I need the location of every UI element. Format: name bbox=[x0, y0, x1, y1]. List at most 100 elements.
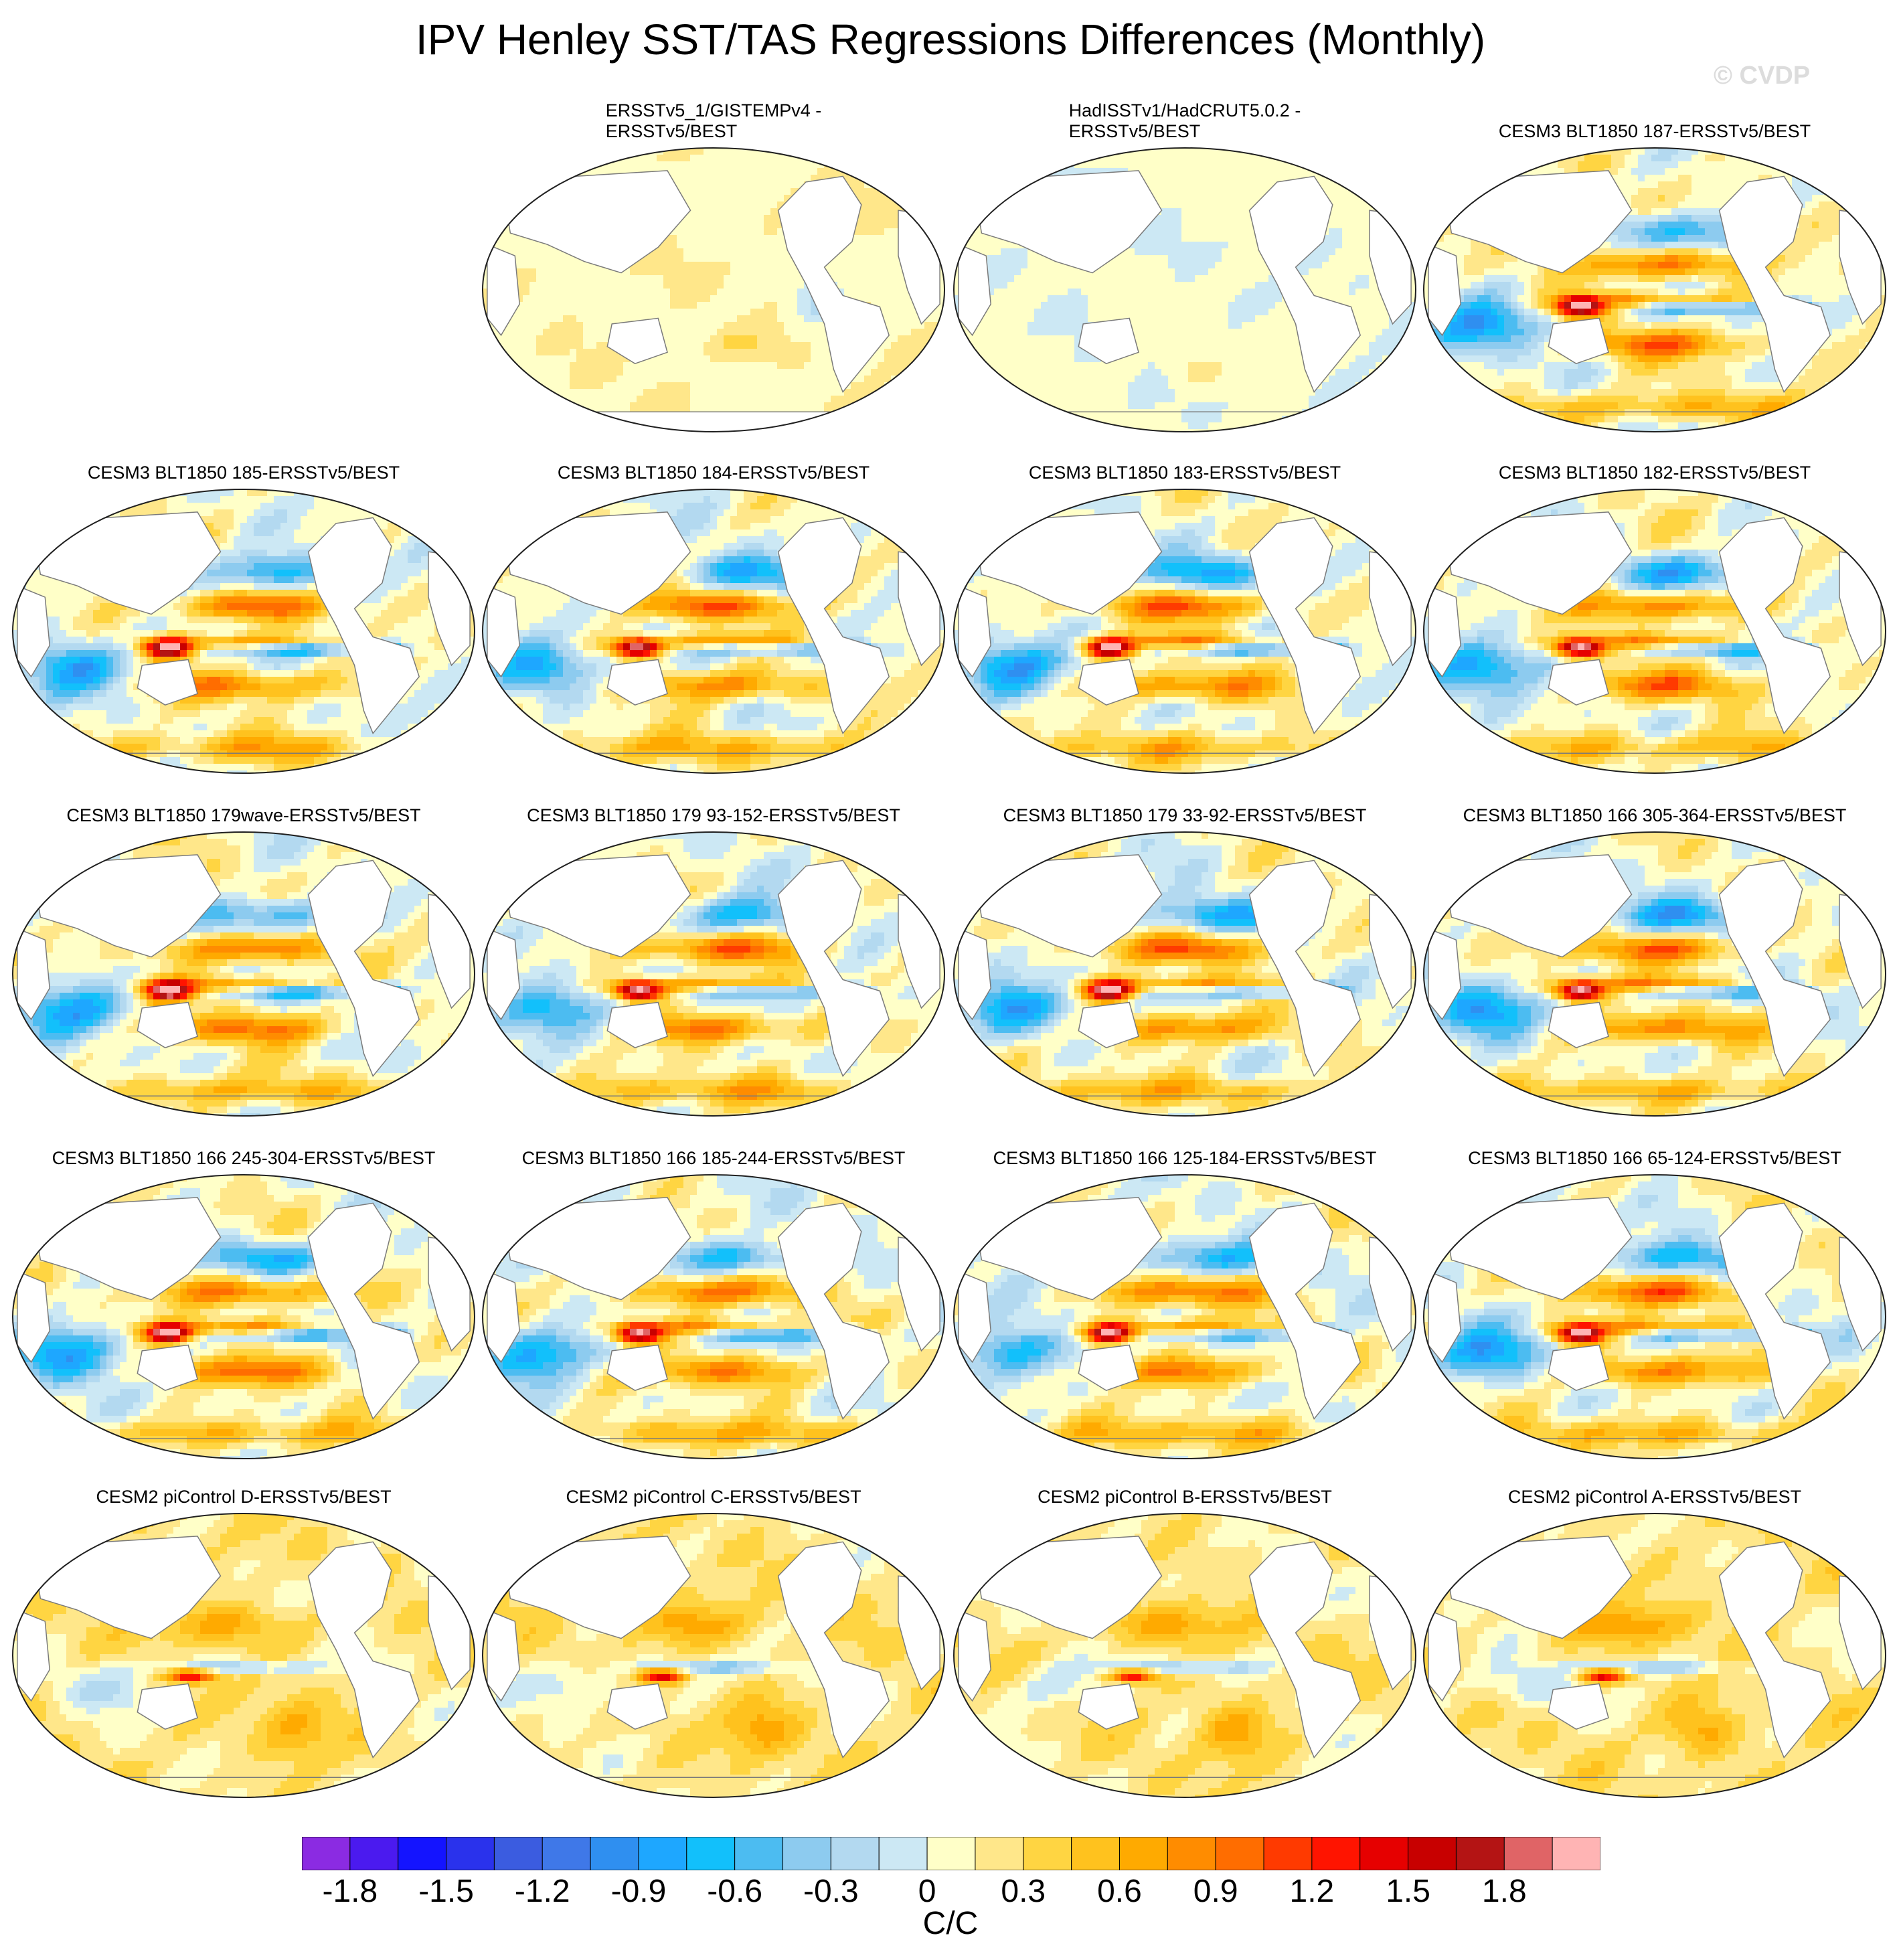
coastline bbox=[307, 1202, 420, 1420]
coastline bbox=[606, 317, 668, 365]
colorbar-swatch bbox=[590, 1836, 639, 1871]
robinson-map bbox=[953, 489, 1416, 774]
colorbar-swatch bbox=[1215, 1836, 1264, 1871]
colorbar-tick-label: -0.9 bbox=[592, 1873, 685, 1910]
map-panel-p17: CESM2 piControl C-ERSSTv5/BEST bbox=[479, 1466, 948, 1801]
coastline bbox=[958, 1271, 991, 1364]
panel-title-text: CESM3 BLT1850 166 185-244-ERSSTv5/BEST bbox=[522, 1148, 906, 1169]
map-area bbox=[9, 487, 478, 775]
colorbar-swatch bbox=[493, 1836, 543, 1871]
robinson-map bbox=[482, 489, 945, 774]
map-border bbox=[953, 489, 1416, 774]
coastline bbox=[1428, 1609, 1461, 1702]
coastline bbox=[505, 854, 691, 958]
panel-title-text: CESM3 BLT1850 179 93-152-ERSSTv5/BEST bbox=[527, 805, 900, 826]
map-panel-p09: CESM3 BLT1850 179 93-152-ERSSTv5/BEST bbox=[479, 785, 948, 1119]
coastline bbox=[1718, 175, 1831, 394]
robinson-map bbox=[953, 1174, 1416, 1459]
panel-title: CESM3 BLT1850 185-ERSSTv5/BEST bbox=[9, 442, 478, 483]
map-border bbox=[1423, 831, 1886, 1117]
coastline bbox=[976, 854, 1163, 958]
colorbar-tick-label: 0.6 bbox=[1072, 1873, 1166, 1910]
panel-title: CESM3 BLT1850 166 245-304-ERSSTv5/BEST bbox=[9, 1127, 478, 1169]
colorbar-tick-label: 1.2 bbox=[1265, 1873, 1359, 1910]
map-panel-p18: CESM2 piControl B-ERSSTv5/BEST bbox=[951, 1466, 1419, 1801]
colorbar-tick-label: -1.2 bbox=[495, 1873, 589, 1910]
colorbar-swatches bbox=[301, 1836, 1601, 1871]
coastline bbox=[976, 1197, 1163, 1301]
colorbar-swatch bbox=[1503, 1836, 1553, 1871]
map-border bbox=[1423, 147, 1886, 432]
map-border bbox=[1423, 1513, 1886, 1798]
map-border bbox=[482, 1513, 945, 1798]
coastline bbox=[958, 928, 991, 1021]
map-panel-p16: CESM2 piControl D-ERSSTv5/BEST bbox=[9, 1466, 478, 1801]
coastline bbox=[606, 1683, 668, 1730]
robinson-map bbox=[12, 1174, 475, 1459]
robinson-map bbox=[1423, 147, 1886, 432]
coastline bbox=[1718, 1202, 1831, 1420]
robinson-map bbox=[12, 489, 475, 774]
colorbar-swatch bbox=[1552, 1836, 1601, 1871]
coastline bbox=[17, 928, 50, 1021]
panel-title: CESM3 BLT1850 184-ERSSTv5/BEST bbox=[479, 442, 948, 483]
coastline bbox=[17, 1609, 50, 1702]
coastline bbox=[17, 1271, 50, 1364]
map-border bbox=[482, 831, 945, 1117]
coastline bbox=[35, 1197, 222, 1301]
colorbar-swatch bbox=[1408, 1836, 1457, 1871]
panel-title-text: HadISSTv1/HadCRUT5.0.2 - ERSSTv5/BEST bbox=[1069, 100, 1301, 142]
panel-title-text: CESM3 BLT1850 183-ERSSTv5/BEST bbox=[1029, 463, 1341, 483]
coastline bbox=[1548, 1344, 1609, 1392]
map-area bbox=[9, 830, 478, 1118]
map-area bbox=[9, 1512, 478, 1799]
map-border bbox=[482, 489, 945, 774]
coastline bbox=[1248, 1202, 1361, 1420]
robinson-map bbox=[1423, 489, 1886, 774]
colorbar-swatch bbox=[1023, 1836, 1072, 1871]
coastline bbox=[1446, 1197, 1633, 1301]
coastline bbox=[1548, 317, 1609, 365]
panel-title: CESM2 piControl A-ERSSTv5/BEST bbox=[1420, 1466, 1889, 1507]
panel-title-text: CESM3 BLT1850 166 65-124-ERSSTv5/BEST bbox=[1468, 1148, 1841, 1169]
panel-title: ERSSTv5_1/GISTEMPv4 - ERSSTv5/BEST bbox=[479, 100, 948, 142]
map-border bbox=[482, 1174, 945, 1459]
panel-title-text: CESM2 piControl A-ERSSTv5/BEST bbox=[1508, 1487, 1801, 1507]
map-border bbox=[1423, 489, 1886, 774]
coastline bbox=[777, 860, 890, 1078]
coastline bbox=[1078, 1683, 1139, 1730]
colorbar-swatch bbox=[1359, 1836, 1409, 1871]
map-border bbox=[953, 1513, 1416, 1798]
map-area bbox=[1420, 146, 1889, 434]
map-border bbox=[1423, 1174, 1886, 1459]
coastline bbox=[1428, 1271, 1461, 1364]
panel-title-text: CESM3 BLT1850 187-ERSSTv5/BEST bbox=[1499, 121, 1811, 142]
robinson-map bbox=[953, 831, 1416, 1117]
coastline bbox=[487, 928, 520, 1021]
map-panel-p08: CESM3 BLT1850 179wave-ERSSTv5/BEST bbox=[9, 785, 478, 1119]
map-panel-p05: CESM3 BLT1850 184-ERSSTv5/BEST bbox=[479, 442, 948, 777]
coastline bbox=[35, 854, 222, 958]
map-border bbox=[953, 147, 1416, 432]
coastline bbox=[35, 511, 222, 615]
colorbar-swatch bbox=[1311, 1836, 1361, 1871]
figure-title: IPV Henley SST/TAS Regressions Differenc… bbox=[0, 9, 1901, 70]
robinson-map bbox=[1423, 1513, 1886, 1798]
robinson-map bbox=[12, 1513, 475, 1798]
map-panel-p02: HadISSTv1/HadCRUT5.0.2 - ERSSTv5/BEST bbox=[951, 100, 1419, 435]
coastline bbox=[1718, 1541, 1831, 1759]
map-panel-p04: CESM3 BLT1850 185-ERSSTv5/BEST bbox=[9, 442, 478, 777]
panel-title-text: CESM3 BLT1850 166 125-184-ERSSTv5/BEST bbox=[993, 1148, 1377, 1169]
map-border bbox=[12, 489, 475, 774]
map-area bbox=[479, 487, 948, 775]
colorbar bbox=[301, 1836, 1601, 1874]
coastline bbox=[17, 585, 50, 678]
coastline bbox=[777, 517, 890, 735]
colorbar-tick-label: 1.5 bbox=[1361, 1873, 1455, 1910]
panel-title: CESM3 BLT1850 166 65-124-ERSSTv5/BEST bbox=[1420, 1127, 1889, 1169]
map-area bbox=[479, 1173, 948, 1461]
coastline bbox=[487, 585, 520, 678]
map-area bbox=[9, 1173, 478, 1461]
coastline bbox=[1248, 517, 1361, 735]
coastline bbox=[505, 1197, 691, 1301]
